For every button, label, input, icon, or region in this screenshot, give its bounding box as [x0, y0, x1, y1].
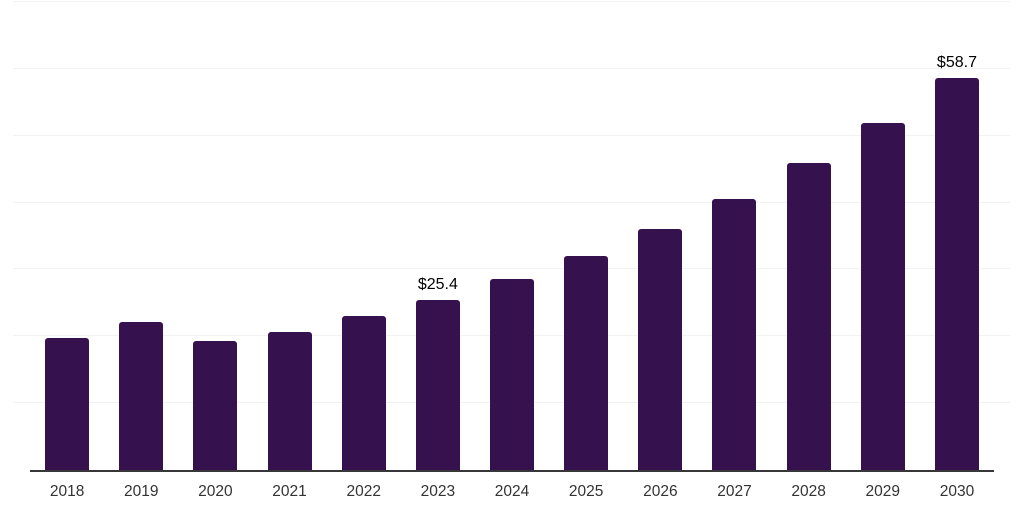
plot-area: $25.4 $58.7 [13, 1, 1010, 472]
bar-slot-2028 [772, 2, 846, 470]
x-tick-label-2030: 2030 [939, 483, 975, 500]
bar-2029 [860, 123, 905, 470]
x-axis-line [30, 470, 994, 472]
x-tick-label-2028: 2028 [791, 483, 826, 500]
bar-2019 [119, 322, 164, 470]
bar-slot-2029 [846, 2, 920, 470]
bar-value-label-2030: $58.7 [936, 53, 977, 71]
gridline-70 [13, 1, 1010, 2]
bar-slot-2025 [549, 2, 623, 470]
bar-slot-2018 [30, 2, 104, 470]
x-tick-label-2019: 2019 [123, 483, 159, 500]
bar-2030 [934, 77, 979, 470]
bar-slot-2019 [104, 2, 178, 470]
gridline-50 [13, 134, 1010, 136]
gridline-40 [13, 201, 1010, 203]
bar-slot-2030: $58.7 [920, 2, 994, 470]
x-tick-label-2029: 2029 [865, 483, 901, 500]
bar-2018 [45, 338, 90, 470]
bar-2024 [490, 279, 535, 470]
bar-2026 [638, 228, 683, 470]
bar-slot-2023: $25.4 [401, 2, 475, 470]
bar-2025 [564, 256, 609, 470]
gridline-60 [13, 67, 1010, 69]
bar-2028 [786, 163, 831, 470]
bar-value-label-2023: $25.4 [417, 276, 458, 294]
bar-slot-2024 [475, 2, 549, 470]
bar-2021 [267, 332, 312, 470]
x-tick-label-2020: 2020 [198, 483, 233, 500]
x-tick-label-2022: 2022 [346, 483, 381, 500]
bar-2027 [712, 199, 757, 470]
x-tick-label-2024: 2024 [494, 483, 530, 500]
x-tick-label-2023: 2023 [420, 483, 456, 500]
x-tick-label-2018: 2018 [49, 483, 85, 500]
bar-slot-2027 [697, 2, 771, 470]
bar-slot-2020 [178, 2, 252, 470]
x-tick-label-2021: 2021 [272, 483, 307, 500]
bar-2022 [341, 316, 386, 470]
x-tick-label-2026: 2026 [643, 483, 678, 500]
gridline-30 [13, 268, 1010, 270]
bar-slot-2022 [327, 2, 401, 470]
bars-container: $25.4 $58.7 [30, 2, 994, 470]
bar-slot-2021 [252, 2, 326, 470]
bar-2023 [415, 300, 460, 470]
bar-slot-2026 [623, 2, 697, 470]
x-tick-label-2025: 2025 [568, 483, 604, 500]
x-tick-label-2027: 2027 [717, 483, 752, 500]
x-axis-tick-labels: 2018 2019 2020 2021 2022 2023 2024 2025 2026 2027… [30, 483, 994, 501]
bar-2020 [193, 340, 238, 470]
